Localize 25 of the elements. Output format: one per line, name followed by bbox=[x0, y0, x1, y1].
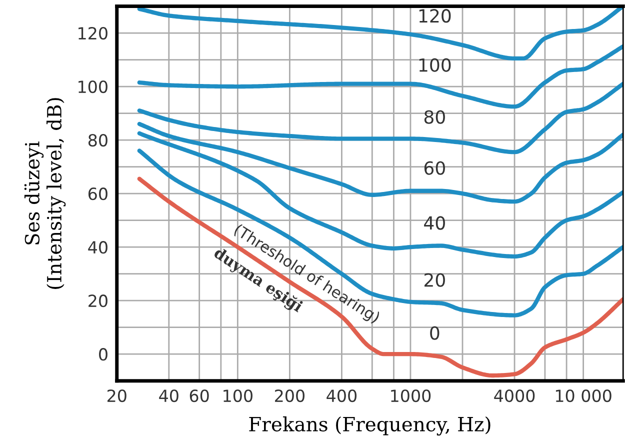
series-label: 40 bbox=[424, 216, 445, 230]
series-label: 20 bbox=[424, 273, 445, 287]
y-tick-label: 120 bbox=[78, 26, 108, 40]
series-label: 80 bbox=[424, 110, 445, 124]
y-tick-label: 80 bbox=[88, 134, 108, 147]
y-tick-label: 0 bbox=[99, 348, 108, 361]
x-tick-label: 100 bbox=[224, 389, 252, 402]
series-label: 120 bbox=[419, 9, 451, 23]
x-tick-label: 10 000 bbox=[556, 389, 612, 402]
series-label: 0 bbox=[430, 326, 440, 340]
y-tick-label: 60 bbox=[88, 188, 108, 200]
series-label: 100 bbox=[419, 58, 451, 72]
y-tick-label: 40 bbox=[88, 241, 108, 254]
x-tick-label: 20 bbox=[107, 389, 126, 402]
x-tick-label: 400 bbox=[326, 389, 357, 402]
x-tick-label: 40 bbox=[159, 389, 178, 402]
x-tick-label: 4000 bbox=[494, 389, 535, 402]
y-tick-label: 100 bbox=[78, 80, 108, 94]
y-axis-title: Ses düzeyi (Intensity level, dB) bbox=[24, 98, 66, 289]
y-tick-label: 20 bbox=[88, 294, 108, 308]
x-tick-label: 200 bbox=[275, 389, 304, 402]
series-label: 60 bbox=[424, 161, 445, 175]
x-axis-title: Frekans (Frequency, Hz) bbox=[249, 416, 490, 436]
x-tick-label: 1000 bbox=[391, 389, 431, 402]
x-tick-label: 60 bbox=[190, 389, 209, 402]
